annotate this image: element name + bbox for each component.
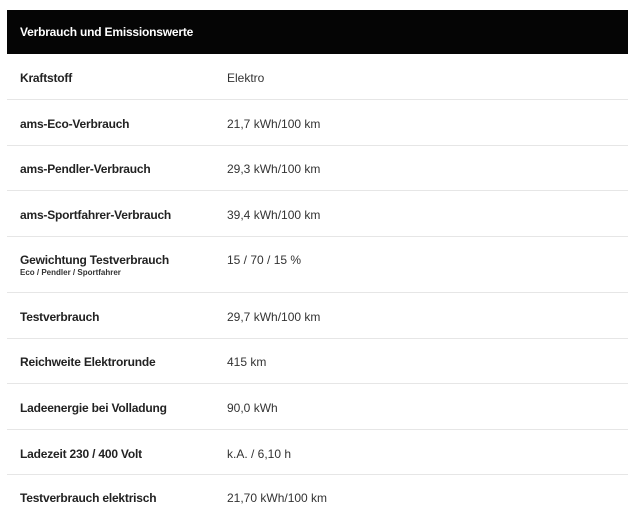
row-label-testverbrauch: Testverbrauch [20, 310, 100, 324]
table-row: Testverbrauch 29,7 kWh/100 km [7, 293, 628, 339]
row-value-ladeenergie: 90,0 kWh [227, 401, 278, 415]
row-value-reichweite: 415 km [227, 355, 267, 369]
table-header: Verbrauch und Emissionswerte [7, 10, 628, 54]
row-sublabel-gewichtung: Eco / Pendler / Sportfahrer [20, 268, 121, 277]
row-value-kraftstoff: Elektro [227, 71, 265, 85]
row-value-eco-verbrauch: 21,7 kWh/100 km [227, 117, 321, 131]
row-label-sportfahrer-verbrauch: ams-Sportfahrer-Verbrauch [20, 208, 172, 222]
table-row: Testverbrauch elektrisch 21,70 kWh/100 k… [7, 475, 628, 515]
row-label-gewichtung: Gewichtung Testverbrauch [20, 253, 170, 267]
table-row: Gewichtung Testverbrauch Eco / Pendler /… [7, 237, 628, 293]
row-label-pendler-verbrauch: ams-Pendler-Verbrauch [20, 162, 151, 176]
row-value-testverbrauch-elektrisch: 21,70 kWh/100 km [227, 491, 328, 505]
table-row: Ladeenergie bei Volladung 90,0 kWh [7, 384, 628, 430]
table-row: ams-Eco-Verbrauch 21,7 kWh/100 km [7, 100, 628, 146]
row-value-testverbrauch: 29,7 kWh/100 km [227, 310, 321, 324]
row-label-reichweite: Reichweite Elektrorunde [20, 355, 156, 369]
row-label-ladeenergie: Ladeenergie bei Volladung [20, 401, 167, 415]
row-label-eco-verbrauch: ams-Eco-Verbrauch [20, 117, 130, 131]
row-label-ladezeit: Ladezeit 230 / 400 Volt [20, 447, 142, 461]
row-value-sportfahrer-verbrauch: 39,4 kWh/100 km [227, 208, 321, 222]
row-value-gewichtung: 15 / 70 / 15 % [227, 253, 302, 267]
row-label-testverbrauch-elektrisch: Testverbrauch elektrisch [20, 491, 157, 505]
row-value-pendler-verbrauch: 29,3 kWh/100 km [227, 162, 321, 176]
row-label-kraftstoff: Kraftstoff [20, 71, 72, 85]
table-title: Verbrauch und Emissionswerte [20, 25, 194, 39]
table-row: Kraftstoff Elektro [7, 54, 628, 100]
table-row: ams-Pendler-Verbrauch 29,3 kWh/100 km [7, 146, 628, 191]
table-row: Ladezeit 230 / 400 Volt k.A. / 6,10 h [7, 430, 628, 475]
table-row: ams-Sportfahrer-Verbrauch 39,4 kWh/100 k… [7, 191, 628, 237]
row-value-ladezeit: k.A. / 6,10 h [227, 447, 292, 461]
consumption-table: Verbrauch und Emissionswerte Kraftstoff … [7, 10, 628, 515]
table-row: Reichweite Elektrorunde 415 km [7, 339, 628, 384]
